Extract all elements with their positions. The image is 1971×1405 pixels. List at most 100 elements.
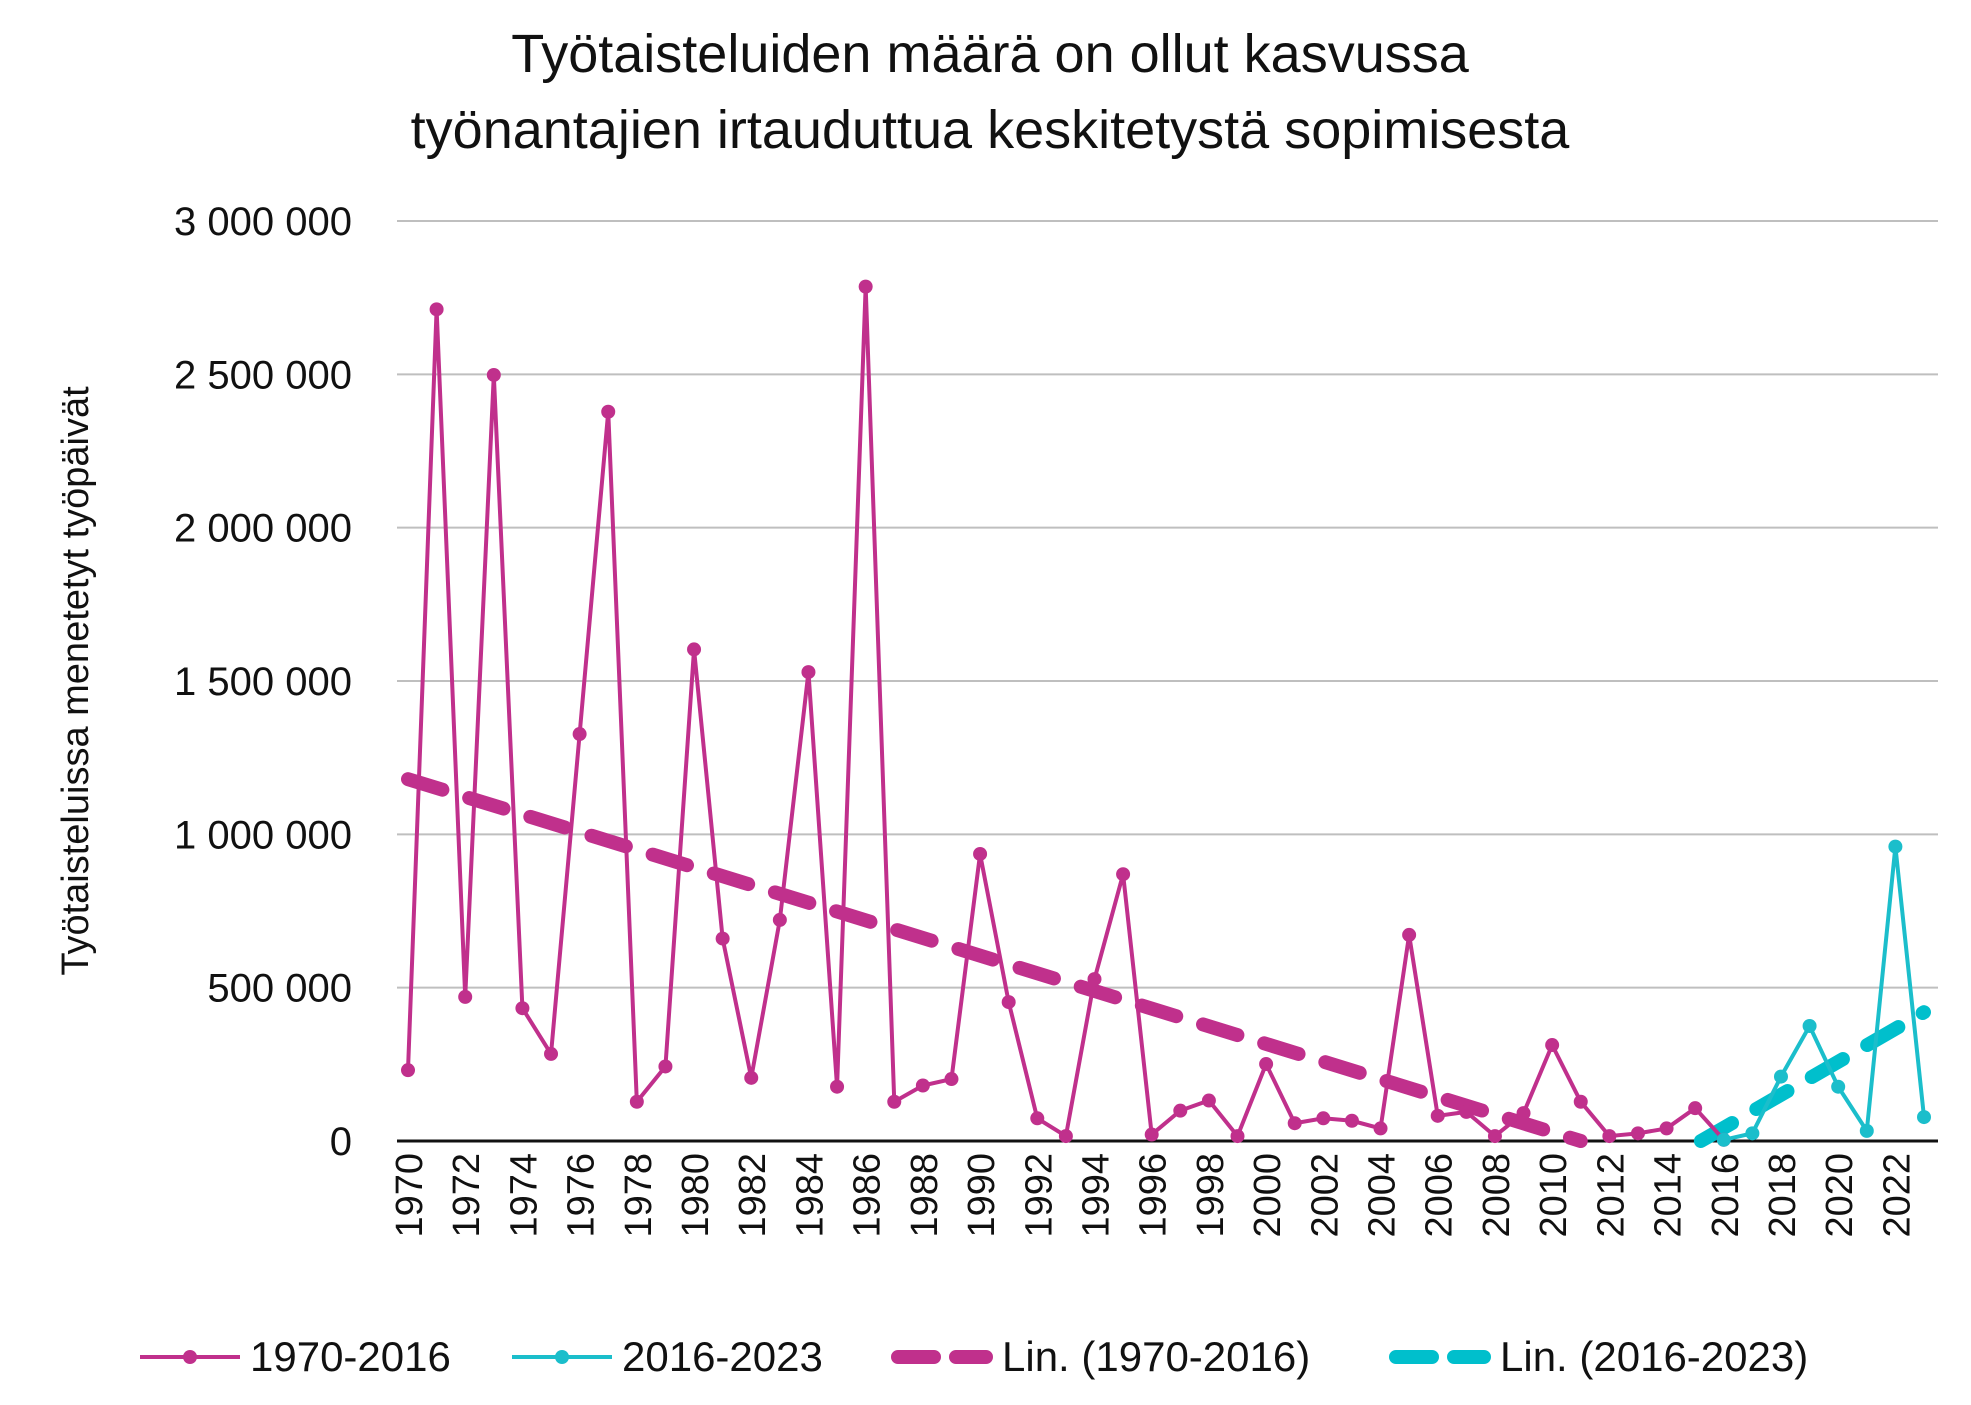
data-point xyxy=(1144,1127,1159,1142)
data-point xyxy=(1030,1111,1045,1126)
x-tick-label: 2014 xyxy=(1648,1153,1690,1238)
data-point xyxy=(401,1063,415,1078)
legend-marker-2 xyxy=(555,1350,569,1364)
legend-marker-1 xyxy=(183,1350,197,1364)
x-tick-label: 1988 xyxy=(904,1153,946,1238)
x-tick-label: 1970 xyxy=(389,1153,431,1238)
data-point xyxy=(1773,1069,1788,1084)
x-tick-label: 1986 xyxy=(847,1153,889,1238)
data-point xyxy=(1201,1093,1216,1108)
data-point xyxy=(1287,1116,1302,1131)
data-point xyxy=(1230,1129,1245,1144)
x-tick-label: 1994 xyxy=(1075,1153,1117,1238)
data-point xyxy=(715,931,730,946)
data-point xyxy=(515,1001,530,1016)
data-point xyxy=(629,1094,644,1109)
chart-title-line-2: työnantajien irtauduttua keskitetystä so… xyxy=(411,100,1571,160)
data-point xyxy=(1116,867,1131,882)
x-tick-label: 2002 xyxy=(1304,1153,1346,1238)
data-point xyxy=(687,642,702,657)
data-point xyxy=(1087,972,1102,987)
x-tick-label: 1982 xyxy=(732,1153,774,1238)
data-point xyxy=(1802,1019,1817,1033)
series-line-2 xyxy=(1723,846,1926,1142)
data-point xyxy=(858,279,873,294)
x-tick-label: 1996 xyxy=(1133,1153,1175,1238)
data-point xyxy=(830,1079,845,1094)
data-point xyxy=(1344,1113,1359,1128)
x-tick-label: 1990 xyxy=(961,1153,1003,1238)
x-tick-label: 2000 xyxy=(1247,1153,1289,1238)
data-point xyxy=(887,1094,902,1109)
data-point xyxy=(1001,995,1016,1010)
x-tick-label: 1974 xyxy=(503,1153,545,1238)
data-point xyxy=(1888,839,1903,854)
x-tick-label: 2004 xyxy=(1362,1153,1404,1238)
data-point xyxy=(944,1072,959,1087)
data-point xyxy=(658,1059,673,1074)
data-point xyxy=(544,1046,559,1061)
trendline-2 xyxy=(1693,1005,1931,1148)
x-tick-label: 2010 xyxy=(1533,1153,1575,1238)
legend-label-1: 1970-2016 xyxy=(250,1333,451,1380)
data-point xyxy=(1259,1057,1274,1072)
x-tick-label: 2020 xyxy=(1819,1153,1861,1238)
data-point xyxy=(973,846,988,861)
data-point xyxy=(1859,1123,1874,1138)
data-point xyxy=(1716,1132,1731,1147)
data-point xyxy=(1058,1129,1073,1144)
data-point xyxy=(915,1078,930,1093)
x-tick-label: 2018 xyxy=(1762,1153,1804,1238)
data-point xyxy=(1573,1094,1588,1109)
x-tick-label: 2016 xyxy=(1705,1153,1747,1238)
x-tick-label: 1980 xyxy=(675,1153,717,1238)
data-point xyxy=(1917,1110,1931,1125)
y-tick-label: 2 000 000 xyxy=(174,507,352,551)
x-tick-label: 1992 xyxy=(1018,1153,1060,1238)
data-point xyxy=(1459,1104,1474,1119)
data-point xyxy=(1831,1079,1846,1094)
data-point xyxy=(1545,1038,1560,1053)
data-point xyxy=(1516,1106,1531,1121)
y-tick-label: 3 000 000 xyxy=(174,200,352,244)
data-point xyxy=(1602,1129,1617,1144)
x-tick-label: 1998 xyxy=(1190,1153,1232,1238)
data-point xyxy=(772,912,787,927)
data-point xyxy=(1373,1121,1388,1136)
x-tick-label: 2006 xyxy=(1419,1153,1461,1238)
x-tick-label: 2022 xyxy=(1876,1153,1918,1238)
data-point xyxy=(1316,1111,1331,1126)
data-point xyxy=(1659,1121,1674,1136)
x-tick-label: 2008 xyxy=(1476,1153,1518,1238)
data-point xyxy=(1173,1103,1188,1118)
x-tick-label: 1976 xyxy=(561,1153,603,1238)
data-point xyxy=(744,1070,759,1085)
data-point xyxy=(1430,1108,1445,1123)
y-tick-label: 2 500 000 xyxy=(174,353,352,397)
data-point xyxy=(1487,1129,1502,1144)
data-point xyxy=(1630,1126,1645,1141)
legend-label-3: Lin. (1970-2016) xyxy=(1002,1333,1310,1380)
data-point xyxy=(486,367,501,382)
data-point xyxy=(572,727,587,742)
y-tick-label: 1 000 000 xyxy=(174,813,352,857)
data-point xyxy=(1745,1126,1760,1141)
y-tick-label: 0 xyxy=(330,1120,352,1164)
x-tick-label: 1984 xyxy=(789,1153,831,1238)
data-point xyxy=(1688,1101,1703,1116)
data-point xyxy=(1402,927,1417,942)
x-tick-label: 2012 xyxy=(1590,1153,1632,1238)
x-tick-label: 1972 xyxy=(446,1153,488,1238)
x-tick-label: 1978 xyxy=(618,1153,660,1238)
y-tick-label: 1 500 000 xyxy=(174,660,352,704)
legend-label-2: 2016-2023 xyxy=(622,1333,823,1380)
legend-label-4: Lin. (2016-2023) xyxy=(1500,1333,1808,1380)
data-point xyxy=(601,404,616,419)
data-point xyxy=(429,302,444,317)
y-axis-label: Työtaisteluissa menetetyt työpäivät xyxy=(55,386,97,976)
data-point xyxy=(458,989,473,1004)
trendline-1 xyxy=(401,772,1588,1148)
chart-title-line-1: Työtaisteluiden määrä on ollut kasvussa xyxy=(511,24,1469,84)
y-tick-label: 500 000 xyxy=(207,967,352,1011)
